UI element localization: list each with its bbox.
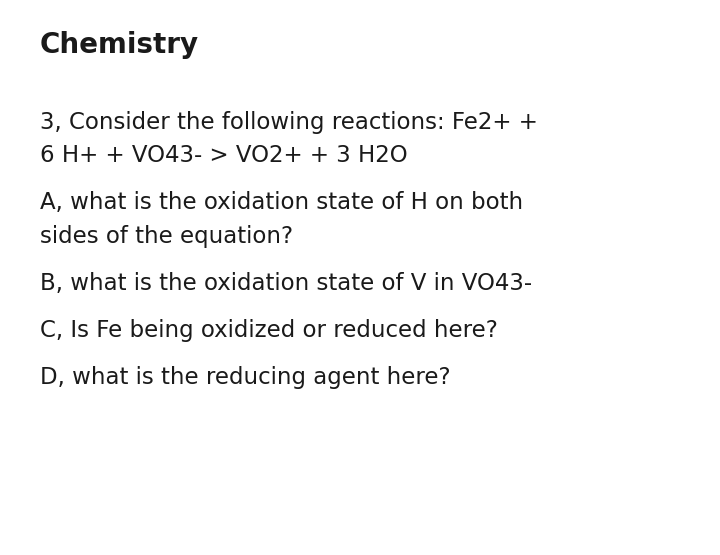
- Text: 3, Consider the following reactions: Fe2+ +: 3, Consider the following reactions: Fe2…: [40, 111, 537, 134]
- Text: 6 H+ + VO43- > VO2+ + 3 H2O: 6 H+ + VO43- > VO2+ + 3 H2O: [40, 144, 408, 167]
- Text: sides of the equation?: sides of the equation?: [40, 225, 293, 248]
- Text: C, Is Fe being oxidized or reduced here?: C, Is Fe being oxidized or reduced here?: [40, 319, 498, 342]
- Text: A, what is the oxidation state of H on both: A, what is the oxidation state of H on b…: [40, 191, 523, 214]
- Text: D, what is the reducing agent here?: D, what is the reducing agent here?: [40, 366, 450, 389]
- Text: B, what is the oxidation state of V in VO43-: B, what is the oxidation state of V in V…: [40, 272, 532, 295]
- Text: Chemistry: Chemistry: [40, 31, 199, 58]
